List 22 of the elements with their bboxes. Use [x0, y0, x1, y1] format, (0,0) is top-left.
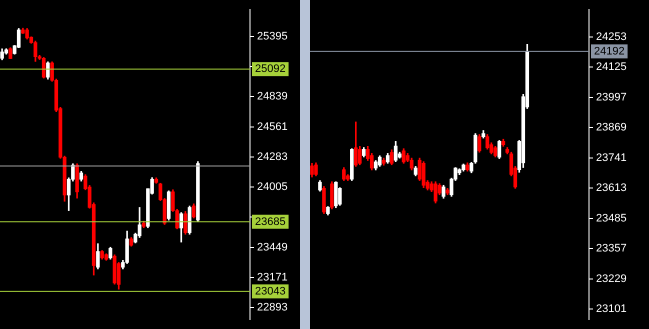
y-tick-label: 23171: [257, 272, 288, 284]
ref-line-label: 23043: [255, 285, 286, 298]
y-tick-label: 23357: [596, 242, 627, 255]
y-tick-label: 23869: [596, 122, 627, 134]
y-tick-label: 23449: [257, 241, 288, 254]
y-tick-label: 23101: [596, 303, 627, 316]
y-tick-label: 24283: [257, 150, 288, 163]
y-tick-label: 24561: [257, 120, 288, 133]
y-tick-label: 24253: [596, 31, 627, 44]
y-tick-label: 23997: [596, 91, 627, 104]
ref-line-label: 24192: [594, 45, 625, 58]
y-tick-label: 24005: [257, 181, 288, 194]
y-tick-label: 24839: [257, 90, 288, 103]
y-tick-label: 23229: [596, 272, 627, 285]
ref-line-label: 25092: [255, 63, 286, 76]
ref-line-label: 23685: [255, 216, 286, 228]
y-tick-label: 24125: [596, 61, 627, 74]
y-tick-label: 22893: [257, 302, 288, 314]
y-tick-label: 23613: [596, 182, 627, 194]
y-tick-label: 23485: [596, 212, 627, 224]
y-tick-label: 25395: [257, 30, 288, 42]
y-tick-label: 23741: [596, 152, 627, 164]
